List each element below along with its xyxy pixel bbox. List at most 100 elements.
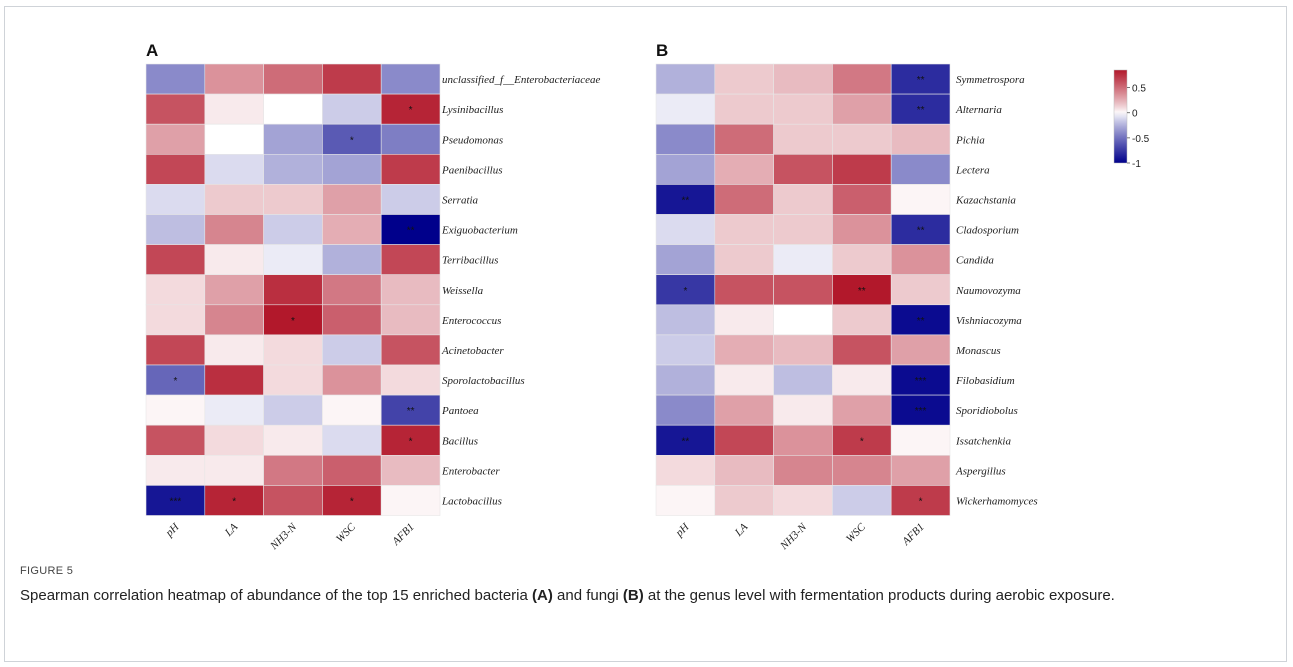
heatmap-cell xyxy=(714,93,774,125)
row-label: Lectera xyxy=(955,164,990,176)
heatmap-cell xyxy=(204,485,264,516)
heatmap-cell xyxy=(832,424,892,456)
row-label: Pichia xyxy=(955,134,985,146)
heatmap-cell xyxy=(890,485,951,516)
panel-letter: B xyxy=(656,41,668,60)
color-legend: 0.5 0 -0.5 -1 xyxy=(1113,69,1150,170)
heatmap-cell xyxy=(380,184,441,215)
heatmap-cell xyxy=(263,424,323,456)
column-label: AFB1 xyxy=(389,521,416,548)
row-label: Candida xyxy=(956,255,994,267)
heatmap-cell xyxy=(832,304,892,336)
heatmap-cell xyxy=(655,304,716,336)
heatmap-cell xyxy=(322,424,382,456)
heatmap-cell xyxy=(263,334,323,366)
heatmap-cell xyxy=(832,184,892,215)
heatmap-cell xyxy=(380,63,441,95)
panel-letter: A xyxy=(146,41,158,60)
row-label: Paenibacillus xyxy=(441,164,503,176)
legend-tick-label: -1 xyxy=(1132,159,1141,170)
heatmap-cell xyxy=(832,214,892,245)
heatmap-cell xyxy=(714,274,774,306)
heatmap-cell xyxy=(145,274,206,306)
row-label: Lactobacillus xyxy=(441,495,502,507)
heatmap-cell xyxy=(322,214,382,245)
heatmap-cell xyxy=(773,184,833,215)
heatmap-cell xyxy=(832,154,892,185)
column-label: WSC xyxy=(334,521,359,546)
heatmap-cell xyxy=(832,123,892,155)
column-label: NH3-N xyxy=(777,521,809,553)
heatmap-cell xyxy=(890,334,951,366)
heatmap-cell xyxy=(655,364,716,396)
significance-mark: * xyxy=(409,105,413,116)
heatmap-cell xyxy=(204,394,264,426)
heatmap-cell xyxy=(655,244,716,276)
heatmap-cell xyxy=(655,424,716,456)
heatmap-cell xyxy=(773,63,833,95)
significance-mark: * xyxy=(919,496,923,507)
significance-mark: *** xyxy=(915,376,927,387)
heatmap-cell xyxy=(380,93,441,125)
row-label: Exiguobacterium xyxy=(441,225,518,237)
heatmap-cell xyxy=(263,454,323,486)
caption-panel-ref: (B) xyxy=(622,587,644,604)
row-label: Bacillus xyxy=(442,435,478,447)
heatmap-cell xyxy=(145,454,206,486)
heatmap-cell xyxy=(263,93,323,125)
row-label: Kazachstania xyxy=(955,194,1016,206)
heatmap-cell xyxy=(263,485,323,516)
heatmap-cell xyxy=(322,184,382,215)
heatmap-cell xyxy=(655,394,716,426)
heatmap-cell xyxy=(204,154,264,185)
heatmap-cell xyxy=(380,364,441,396)
heatmap-cell xyxy=(263,364,323,396)
legend-tick-label: 0 xyxy=(1132,109,1138,120)
heatmap-cell xyxy=(714,364,774,396)
heatmap-cell xyxy=(263,184,323,215)
column-label: LA xyxy=(222,521,240,539)
heatmap-cell xyxy=(204,63,264,95)
heatmap-cell xyxy=(890,123,951,155)
heatmap-cell xyxy=(322,394,382,426)
heatmap-cell xyxy=(655,485,716,516)
heatmap-cell xyxy=(145,244,206,276)
heatmap-cell xyxy=(832,485,892,516)
caption-panel-ref: (A) xyxy=(532,587,553,604)
heatmap-cell xyxy=(714,334,774,366)
heatmap-cell xyxy=(773,154,833,185)
heatmap-cell xyxy=(773,485,833,516)
heatmap-cell xyxy=(145,93,206,125)
heatmap-cell xyxy=(890,364,951,396)
heatmap-cell xyxy=(655,63,716,95)
row-label: Pantoea xyxy=(441,405,479,417)
heatmap-cell xyxy=(773,304,833,336)
figure-label: FIGURE 5 xyxy=(20,565,74,577)
heatmap-cell xyxy=(204,214,264,245)
heatmap-cell xyxy=(890,63,951,95)
row-label: Sporolactobacillus xyxy=(442,375,525,387)
legend-tick-label: 0.5 xyxy=(1132,84,1146,95)
significance-mark: ** xyxy=(407,406,415,417)
heatmap-cell xyxy=(145,184,206,215)
significance-mark: * xyxy=(173,376,177,387)
caption-text: Spearman correlation heatmap of abundanc… xyxy=(20,585,1260,606)
heatmap-cell xyxy=(773,274,833,306)
heatmap-cell xyxy=(380,454,441,486)
heatmap-cell xyxy=(380,424,441,456)
heatmap-cell xyxy=(263,63,323,95)
row-label: Cladosporium xyxy=(956,225,1019,237)
row-label: Terribacillus xyxy=(442,255,498,267)
heatmap-cell xyxy=(890,154,951,185)
heatmap-cell xyxy=(145,63,206,95)
heatmap-cell xyxy=(263,394,323,426)
column-label: pH xyxy=(163,520,182,539)
legend-tick-label: -0.5 xyxy=(1132,134,1150,145)
heatmap-cell xyxy=(322,63,382,95)
heatmap-cell xyxy=(655,454,716,486)
row-label: Weissella xyxy=(442,285,484,297)
heatmap-cell xyxy=(655,93,716,125)
row-label: Symmetrospora xyxy=(956,74,1025,86)
